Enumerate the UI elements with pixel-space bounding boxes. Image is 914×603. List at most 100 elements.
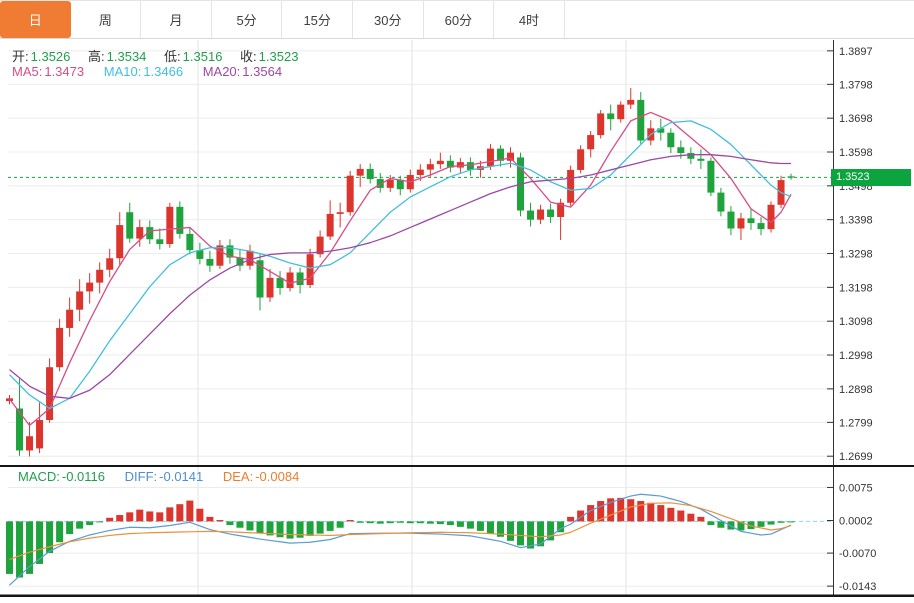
macd-bar-down xyxy=(226,521,234,526)
candle-down xyxy=(466,162,474,170)
high-value: 1.3534 xyxy=(106,49,147,64)
macd-bar-down xyxy=(737,521,745,531)
ma10-line xyxy=(9,120,792,410)
candle-down xyxy=(697,158,705,161)
ma5-value: 1.3473 xyxy=(44,64,85,79)
tab-15min[interactable]: 15分 xyxy=(282,1,353,38)
candle-up xyxy=(456,162,464,168)
candle-up xyxy=(136,227,144,239)
candle-down xyxy=(687,153,695,159)
low-value: 1.3516 xyxy=(182,49,223,64)
candle-down xyxy=(126,212,134,239)
macd-bar-down xyxy=(366,521,374,524)
macd-bar-down xyxy=(476,521,484,531)
candle-down xyxy=(186,233,194,251)
axis-tick-label: 1.3897 xyxy=(839,46,873,58)
tab-day[interactable]: 日 xyxy=(0,1,71,38)
macd-bar-up xyxy=(607,498,615,522)
ma20-value: 1.3564 xyxy=(242,64,283,79)
macd-bar-down xyxy=(326,521,334,531)
macd-bar-down xyxy=(246,521,254,531)
axis-tick-label: 0.0075 xyxy=(839,482,873,494)
macd-bar-up xyxy=(346,520,354,522)
candle-up xyxy=(737,218,745,229)
candle-up xyxy=(356,168,364,176)
candle-down xyxy=(446,160,454,168)
axis-tick-label: 1.2998 xyxy=(839,350,873,362)
macd-value: -0.0116 xyxy=(61,469,106,484)
candle-up xyxy=(166,206,174,245)
high-label: 高: xyxy=(88,49,105,64)
macd-bar-down xyxy=(747,521,755,530)
candle-down xyxy=(657,128,665,133)
macd-bar-down xyxy=(6,521,13,574)
macd-bar-down xyxy=(547,521,555,541)
candle-up xyxy=(767,204,775,230)
macd-bar-down xyxy=(456,521,464,527)
tab-5min[interactable]: 5分 xyxy=(211,1,283,38)
macd-bar-down xyxy=(336,521,344,528)
tab-4hour[interactable]: 4时 xyxy=(494,1,565,38)
macd-bar-down xyxy=(16,521,24,578)
macd-bar-up xyxy=(176,504,184,522)
macd-bar-down xyxy=(496,521,504,537)
macd-bar-up xyxy=(116,515,124,522)
candle-up xyxy=(76,291,84,310)
macd-bar-down xyxy=(517,521,525,546)
candle-up xyxy=(597,113,605,136)
macd-bar-up xyxy=(617,497,625,522)
candle-down xyxy=(547,209,555,217)
macd-bar-up xyxy=(647,502,655,522)
candle-up xyxy=(66,309,74,328)
candle-up xyxy=(627,99,635,105)
axis-tick-label: 1.2898 xyxy=(839,384,873,396)
candle-down xyxy=(226,245,234,258)
candle-up xyxy=(96,269,104,283)
last-price-tag: 1.3523 xyxy=(831,169,911,186)
macd-bar-down xyxy=(537,521,545,547)
macd-bar-up xyxy=(106,517,114,522)
candle-up xyxy=(617,104,625,120)
low-label: 低: xyxy=(164,49,181,64)
axis-tick-label: 1.3698 xyxy=(839,113,873,125)
macd-bar-down xyxy=(46,521,54,554)
macd-bar-down xyxy=(486,521,494,534)
candle-up xyxy=(26,436,34,451)
tab-30min[interactable]: 30分 xyxy=(352,1,424,38)
macd-bar-up xyxy=(567,516,575,522)
candle-up xyxy=(246,250,254,266)
candle-down xyxy=(527,210,535,220)
macd-bar-up xyxy=(196,508,204,522)
candle-down xyxy=(16,408,24,451)
macd-bar-down xyxy=(306,521,314,536)
candle-up xyxy=(486,148,494,167)
candle-up xyxy=(436,160,444,165)
axis-tick-label: 1.3298 xyxy=(839,249,873,261)
ma10-value: 1.3466 xyxy=(143,64,184,79)
open-value: 1.3526 xyxy=(30,49,71,64)
axis-tick-label: 1.3798 xyxy=(839,79,873,91)
macd-bar-down xyxy=(356,521,364,523)
macd-bar-down xyxy=(777,521,785,523)
macd-bar-up xyxy=(136,509,144,522)
candle-up xyxy=(216,245,224,266)
panel-divider-line xyxy=(0,465,914,467)
tab-60min[interactable]: 60分 xyxy=(423,1,495,38)
open-label: 开: xyxy=(12,49,29,64)
macd-bar-down xyxy=(386,521,394,524)
candle-up xyxy=(106,258,114,270)
macd-bar-down xyxy=(256,521,264,534)
tab-month[interactable]: 月 xyxy=(141,1,212,38)
macd-bar-down xyxy=(757,521,765,527)
macd-bar-up xyxy=(126,512,134,522)
macd-bar-down xyxy=(56,521,64,543)
candle-down xyxy=(156,239,164,245)
candle-down xyxy=(707,160,715,193)
candle-up xyxy=(86,282,94,292)
candle-up xyxy=(326,213,334,237)
candle-down xyxy=(787,176,795,178)
candle-up xyxy=(316,236,324,255)
tab-week[interactable]: 周 xyxy=(70,1,142,38)
